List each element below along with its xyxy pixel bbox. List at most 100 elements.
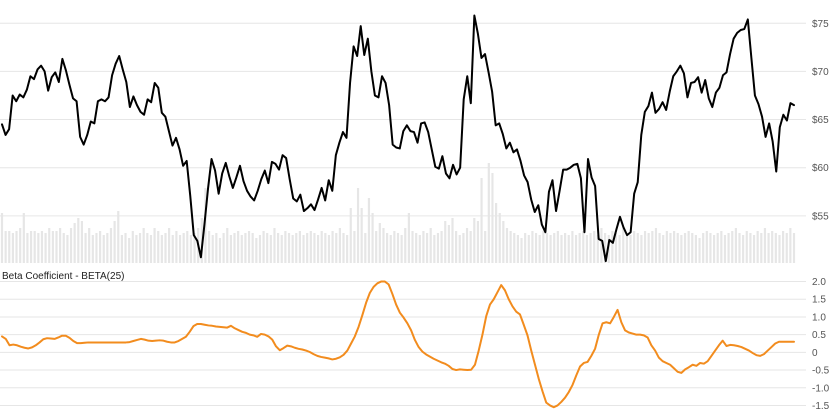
volume-bar <box>262 231 265 263</box>
volume-bar <box>233 233 236 263</box>
volume-bar <box>386 233 389 263</box>
volume-bar <box>687 231 690 263</box>
volume-bar <box>516 235 519 263</box>
price-tick-label: $55 <box>812 211 829 222</box>
volume-bar <box>59 228 62 263</box>
volume-bar <box>436 233 440 263</box>
volume-bar <box>266 233 269 263</box>
volume-bar <box>549 235 552 263</box>
volume-bar <box>69 228 73 263</box>
volume-bar <box>771 231 774 263</box>
volume-bar <box>113 221 116 263</box>
volume-bar <box>226 228 229 263</box>
volume-bar <box>589 233 592 263</box>
price-tick-label: $70 <box>812 67 829 78</box>
volume-bar <box>247 231 251 263</box>
volume-bar <box>306 233 309 263</box>
beta-line <box>1 280 795 409</box>
volume-bar <box>451 218 454 263</box>
volume-bar <box>244 233 247 263</box>
volume-bar <box>189 235 193 263</box>
volume-bar <box>651 231 654 263</box>
volume-bar <box>331 231 334 263</box>
volume-bar <box>498 213 501 263</box>
volume-bar <box>778 235 781 263</box>
volume-bar <box>582 231 585 263</box>
volume-bar <box>218 238 222 263</box>
volume-bar <box>636 233 639 263</box>
volume-bar <box>480 178 483 263</box>
volume-bar <box>440 231 443 263</box>
volume-bar <box>564 233 567 263</box>
price-grid <box>0 22 806 217</box>
volume-bar <box>531 231 534 263</box>
volume-bar <box>712 235 716 263</box>
volume-bar <box>15 231 18 263</box>
volume-bar <box>11 233 14 263</box>
volume-bar <box>411 231 414 263</box>
volume-bar <box>33 231 36 263</box>
price-line <box>1 14 795 263</box>
volume-bar <box>782 231 785 263</box>
volume-bar <box>204 188 207 263</box>
volume-bar <box>505 228 509 263</box>
beta-grid <box>0 281 806 406</box>
beta-tick-label: 0.5 <box>812 330 826 341</box>
volume-bar <box>553 233 556 263</box>
volume-bar <box>502 221 505 263</box>
volume-bar <box>258 235 262 263</box>
volume-bar <box>407 213 410 263</box>
volume-bar <box>211 235 214 263</box>
volume-bar <box>84 233 87 263</box>
volume-bar <box>146 233 149 263</box>
volume-bar <box>785 233 788 263</box>
volume-bar <box>44 233 47 263</box>
volume-bar <box>327 235 331 263</box>
volume-bar <box>346 235 349 263</box>
volume-bar <box>444 221 447 263</box>
volume-bar <box>742 235 745 263</box>
beta-tick-label: -0.5 <box>812 366 829 377</box>
volume-bar <box>447 225 450 263</box>
volume-bar <box>120 235 123 263</box>
volume-bar <box>683 233 687 263</box>
volume-bar <box>349 208 352 263</box>
volume-bar <box>698 238 701 263</box>
volume-bar <box>567 235 570 263</box>
beta-tick-label: -1.0 <box>812 383 829 394</box>
volume-bar <box>469 231 472 263</box>
volume-bar <box>756 231 759 263</box>
volume-bar <box>55 231 58 263</box>
volume-bar <box>222 233 225 263</box>
volume-bar <box>484 231 487 263</box>
volume-bar <box>255 238 258 263</box>
volume-bar <box>160 235 163 263</box>
price-tick-label: $65 <box>812 115 829 126</box>
volume-bar <box>694 235 697 263</box>
volume-bar <box>313 233 316 263</box>
beta-tick-label: -1.5 <box>812 401 829 412</box>
volume-bar <box>66 235 69 263</box>
volume-bar <box>77 218 80 263</box>
volume-bar <box>171 235 174 263</box>
volume-bar <box>538 235 541 263</box>
beta-tick-label: 0 <box>812 348 818 359</box>
volume-bar <box>520 238 523 263</box>
volume-bar <box>524 233 527 263</box>
volume-bar <box>691 233 694 263</box>
volume-bar <box>640 235 643 263</box>
volume-bar <box>287 233 291 263</box>
volume-bar <box>26 233 29 263</box>
volume-bar <box>99 231 102 263</box>
volume-bar <box>302 235 305 263</box>
volume-bar <box>509 231 512 263</box>
volume-bar <box>574 235 578 263</box>
volume-bar <box>37 233 40 263</box>
beta-tick-label: 2.0 <box>812 277 826 288</box>
volume-bar <box>389 235 392 263</box>
volume-bar <box>51 231 54 263</box>
volume-bar <box>8 231 11 263</box>
volume-bar <box>396 233 400 263</box>
volume-bar <box>560 235 563 263</box>
volume-bar <box>669 233 672 263</box>
